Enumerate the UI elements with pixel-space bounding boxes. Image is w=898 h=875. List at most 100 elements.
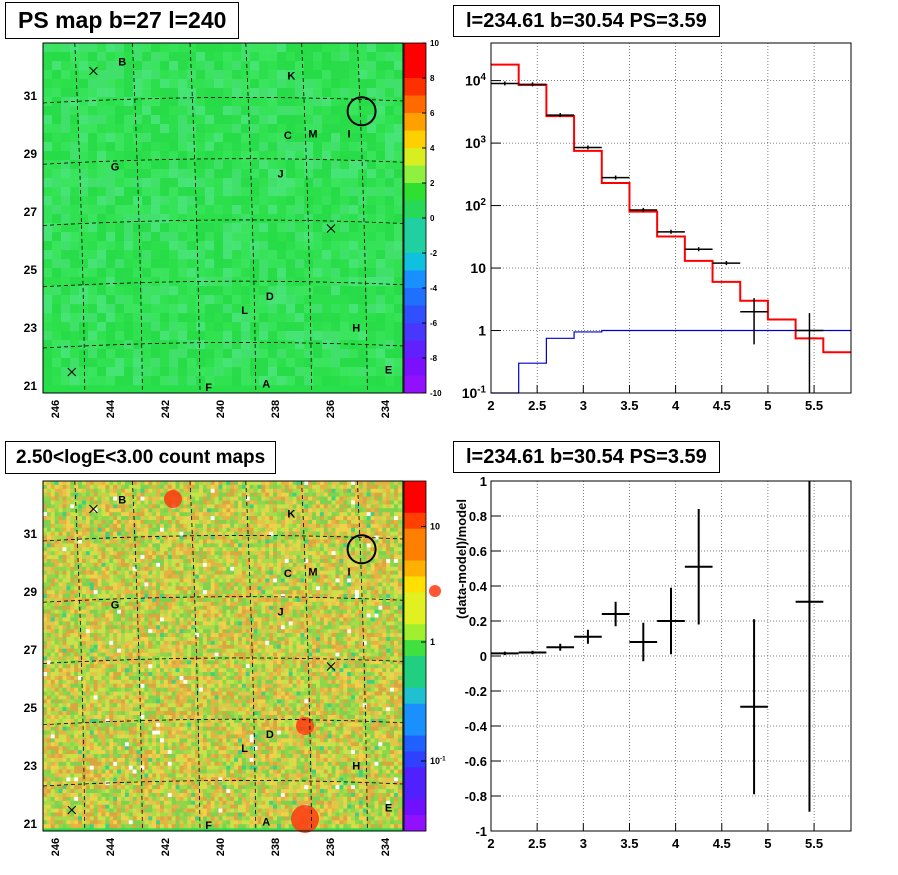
map-frame [42,480,404,832]
colorbar-label: -6 [430,319,438,328]
grid-meridian [189,480,201,832]
y-tick-label: 29 [24,585,38,599]
y-tick-label: 0.2 [469,614,487,629]
hot-spot [296,717,314,735]
colorbar-cell [404,358,426,376]
colorbar-label: 6 [430,109,435,118]
x-tick-label: 4 [672,836,680,851]
source-label: F [205,382,212,394]
y-tick-label: -0.2 [465,684,487,699]
colorbar-label: -4 [430,284,438,293]
map-texture [43,481,403,829]
y-tick-label: 31 [24,527,38,541]
colorbar-cell [404,687,426,705]
colorbar-cell [404,148,426,166]
y-tick-label: 0.8 [469,509,487,524]
source-label: J [278,607,284,619]
colorbar-cell [404,200,426,219]
colorbar-cell [404,608,426,625]
y-tick-label: -1 [475,824,487,839]
cross-marker [67,805,77,815]
y-tick-label: 27 [24,205,38,219]
grid-meridian [245,480,257,832]
x-tick-label: 240 [215,838,227,856]
x-tick-label: 242 [160,838,172,856]
grid-meridian [301,42,312,394]
colorbar-frame [403,42,427,394]
colorbar-cell [404,592,426,609]
colorbar-cell [404,375,426,394]
colorbar-cell [404,43,426,61]
cross-marker [67,367,77,377]
map-background [43,43,403,393]
colorbar-cell [404,340,426,359]
colorbar-label: -8 [430,354,438,363]
grid-meridian [357,480,368,832]
colorbar-cell [404,799,426,816]
source-label: I [347,566,350,578]
source-label: G [111,162,120,174]
colorbar-label: 10-1 [430,755,446,766]
colorbar-cell [404,640,426,657]
colorbar-cell [404,671,426,689]
y-tick-label: 21 [24,379,38,393]
colorbar-cell [404,512,426,530]
y-axis-label: (data-model)/model [454,499,469,619]
ps-map-title: PS map b=27 l=240 [5,2,240,39]
y-tick-label: 1 [478,323,486,339]
colorbar-cell [404,719,426,737]
x-tick-label: 3.5 [620,836,638,851]
colorbar-cell [404,735,426,752]
source-label: J [278,169,284,181]
map-background [43,481,403,831]
grid-meridian [74,480,86,832]
colorbar-cell [404,183,426,201]
grid-parallel [42,342,404,349]
y-tick-label: 25 [24,263,38,277]
hot-spot [429,585,441,597]
grid-parallel [42,596,404,603]
colorbar-label: 10 [430,522,440,532]
x-tick-label: 240 [215,400,227,418]
model-total-line [491,63,851,354]
x-tick-label: 5 [764,836,771,851]
source-label: C [284,568,292,580]
colorbar-label: 8 [430,74,435,83]
grid-meridian [245,42,257,394]
x-tick-label: 244 [105,837,117,856]
colorbar-cell [404,703,426,721]
source-label: K [287,71,295,83]
y-tick-label: 23 [24,321,38,335]
x-tick-label: 5 [764,398,771,413]
source-label: E [385,803,392,815]
source-label: L [241,743,248,755]
source-label: F [205,820,212,832]
y-tick-label: 23 [24,759,38,773]
map-texture [43,43,404,386]
x-tick-label: 242 [160,400,172,418]
grid-meridian [132,480,143,832]
colorbar-cell [404,783,426,800]
y-tick-label: 27 [24,643,38,657]
x-tick-label: 236 [325,400,337,418]
hot-spot [291,805,319,833]
x-tick-label: 4 [672,398,680,413]
grid-meridian [357,42,368,394]
grid-meridian [74,42,86,394]
x-tick-label: 238 [270,400,282,418]
x-tick-label: 2.5 [528,836,546,851]
colorbar-cell [404,130,426,149]
x-tick-label: 246 [50,400,62,418]
y-tick-label: -0.4 [465,719,488,734]
source-label: M [308,566,317,578]
plot-frame [490,42,852,394]
y-tick-label: 1 [480,474,487,489]
colorbar-cell [404,270,426,289]
colorbar-cell [404,656,426,673]
y-tick-label: 103 [465,134,487,151]
coordinate-grid [42,480,404,832]
plot-area [491,43,851,393]
